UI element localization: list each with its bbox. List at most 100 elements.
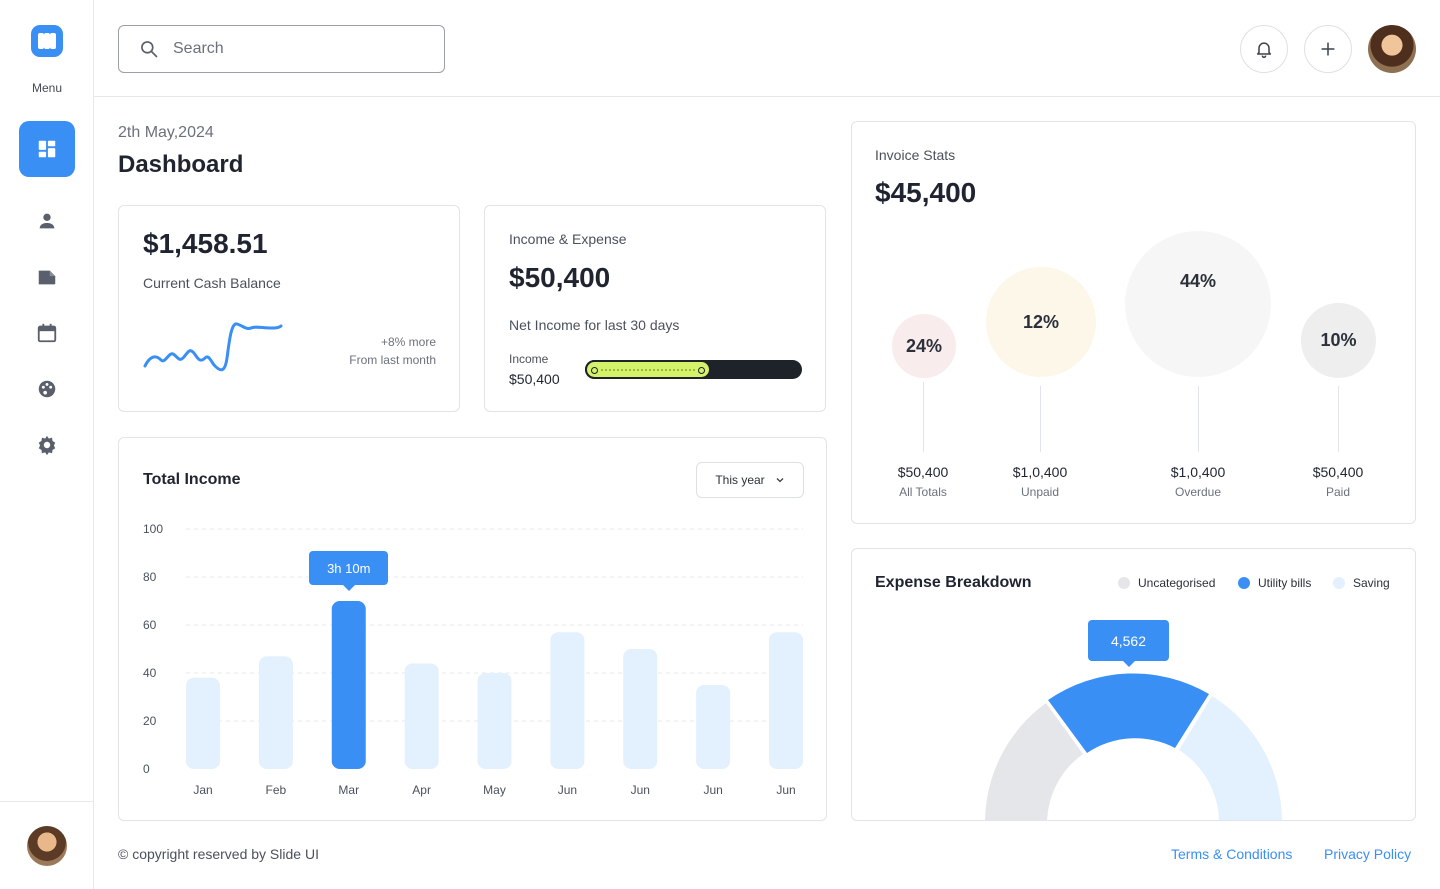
x-tick-label: Jun <box>776 783 795 797</box>
income-expense-amount: $50,400 <box>509 262 611 293</box>
invoice-stem <box>1338 386 1339 452</box>
y-tick-label: 40 <box>143 666 157 680</box>
privacy-link[interactable]: Privacy Policy <box>1324 846 1412 862</box>
income-progress-bar <box>585 360 802 379</box>
sidebar: Menu <box>0 0 94 889</box>
add-button[interactable] <box>1304 25 1352 73</box>
gear-icon <box>38 435 56 456</box>
cash-label: Current Cash Balance <box>143 275 281 291</box>
x-tick-label: Jun <box>703 783 722 797</box>
period-dropdown-label: This year <box>715 473 765 487</box>
income-expense-title: Income & Expense <box>509 231 627 247</box>
invoice-stats-card: Invoice Stats $45,400 24% 12% 44% 10% $5… <box>851 121 1416 524</box>
invoice-label: Paid <box>1325 485 1351 499</box>
calendar-icon <box>37 323 57 343</box>
sidebar-footer <box>0 801 94 889</box>
bell-icon <box>1257 42 1271 59</box>
legend-saving: Saving <box>1333 576 1390 590</box>
donut-segment-saving <box>1179 696 1282 820</box>
palette-icon <box>38 380 56 398</box>
dashboard-icon <box>38 140 56 158</box>
cash-change-sub: From last month <box>349 353 436 367</box>
donut-segment-utility-bills <box>1048 673 1209 753</box>
nav-palette[interactable] <box>19 361 75 417</box>
bar-jan <box>186 677 220 769</box>
income-expense-card: Income & Expense $50,400 Net Income for … <box>484 205 826 412</box>
folder-icon <box>38 270 56 285</box>
expense-donut-chart <box>985 673 1282 820</box>
legend-label: Saving <box>1353 576 1390 590</box>
notifications-button[interactable] <box>1240 25 1288 73</box>
cash-amount: $1,458.51 <box>143 228 268 259</box>
invoice-value: $50,400 <box>1312 464 1364 480</box>
x-tick-label: May <box>483 783 506 797</box>
chevron-down-icon <box>776 478 784 483</box>
invoice-amount: $45,400 <box>875 177 977 208</box>
progress-start-dot <box>591 367 598 374</box>
nav-users[interactable] <box>19 193 75 249</box>
legend-swatch <box>1118 577 1130 589</box>
bar-jun <box>623 649 658 769</box>
x-tick-label: Mar <box>338 783 359 797</box>
invoice-stem <box>1040 386 1041 452</box>
nav-dashboard[interactable] <box>19 121 75 177</box>
invoice-title: Invoice Stats <box>875 147 956 163</box>
nav-settings[interactable] <box>19 417 75 473</box>
search-input[interactable] <box>173 40 413 58</box>
y-tick-label: 20 <box>143 714 157 728</box>
profile-avatar[interactable] <box>1368 25 1416 73</box>
invoice-value: $1,0,400 <box>1170 464 1226 480</box>
invoice-label: Overdue <box>1174 485 1222 499</box>
terms-link[interactable]: Terms & Conditions <box>1171 846 1293 862</box>
user-icon <box>39 213 55 229</box>
bar-tooltip-text: 3h 10m <box>327 560 371 576</box>
y-tick-label: 100 <box>143 522 163 536</box>
progress-end-dot <box>698 367 705 374</box>
bar-jun <box>550 632 585 769</box>
plus-icon <box>1321 42 1335 56</box>
cash-sparkline <box>143 322 283 372</box>
invoice-value: $1,0,400 <box>1012 464 1068 480</box>
legend-swatch <box>1238 577 1250 589</box>
total-income-title: Total Income <box>143 471 241 488</box>
user-avatar[interactable] <box>27 826 67 866</box>
expense-breakdown-card: Expense Breakdown Uncategorised Utility … <box>851 548 1416 821</box>
y-tick-label: 60 <box>143 618 157 632</box>
cash-change: +8% more <box>380 335 436 349</box>
invoice-bubble-paid: 10% <box>1301 303 1376 378</box>
invoice-value: $50,400 <box>897 464 949 480</box>
app-logo[interactable] <box>31 25 63 57</box>
bar-jun <box>696 685 731 769</box>
search-box[interactable] <box>118 25 445 73</box>
invoice-label: Unpaid <box>1020 485 1060 499</box>
total-income-card: Total Income This year 0 20 40 60 80 100 Jan Fe… <box>118 437 827 821</box>
progress-dotted-line <box>601 369 695 371</box>
donut-segment-uncategorised <box>985 703 1083 820</box>
nav-calendar[interactable] <box>19 305 75 361</box>
y-tick-label: 80 <box>143 570 157 584</box>
invoice-bubble-unpaid: 12% <box>986 267 1096 377</box>
total-income-chart: 0 20 40 60 80 100 Jan Feb Mar Apr May Jun Jun Jun Jun <box>143 522 803 797</box>
bar-jun <box>769 632 803 769</box>
x-tick-label: Feb <box>266 783 287 797</box>
menu-label: Menu <box>31 81 63 95</box>
x-tick-label: Jan <box>193 783 212 797</box>
page-date: 2th May,2024 <box>118 124 214 141</box>
invoice-percent: 10% <box>1320 330 1357 350</box>
period-dropdown[interactable]: This year <box>696 462 804 498</box>
invoice-stem <box>923 382 924 452</box>
legend-label: Utility bills <box>1258 576 1312 590</box>
donut-tooltip: 4,562 <box>1088 620 1169 667</box>
x-tick-label: Jun <box>631 783 650 797</box>
x-tick-label: Jun <box>558 783 577 797</box>
invoice-bubble-overdue: 44% <box>1125 231 1271 377</box>
invoice-stem <box>1198 386 1199 452</box>
legend-label: Uncategorised <box>1138 576 1216 590</box>
nav-folder[interactable] <box>19 249 75 305</box>
bar-may <box>477 673 512 769</box>
bar-feb <box>258 656 293 769</box>
bar-mar <box>331 601 366 769</box>
cash-balance-card: $1,458.51 Current Cash Balance +8% more … <box>118 205 460 412</box>
invoice-bubble-all-totals: 24% <box>892 314 956 378</box>
expense-title: Expense Breakdown <box>875 574 1032 591</box>
